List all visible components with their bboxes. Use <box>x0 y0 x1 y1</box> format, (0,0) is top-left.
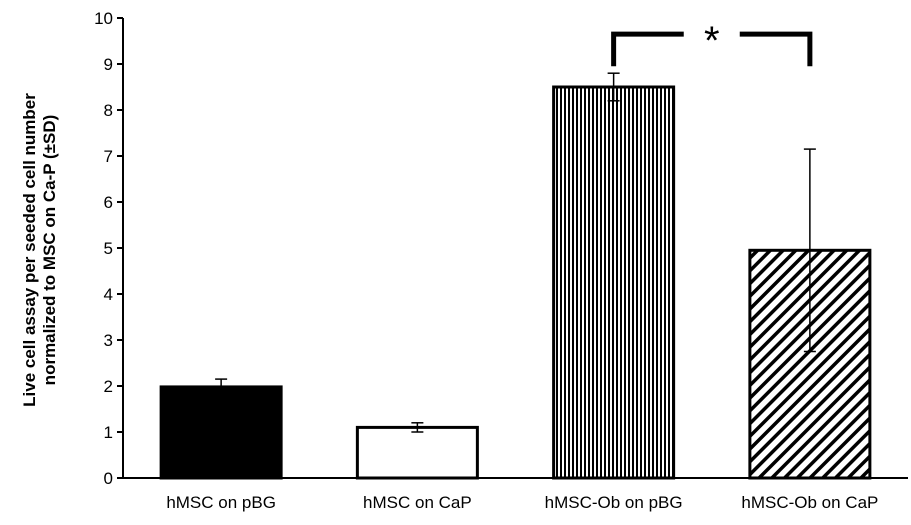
y-tick-label: 5 <box>104 239 113 258</box>
y-axis-title-line-2: normalized to MSC on Ca-P (±SD) <box>40 115 59 386</box>
bar-2 <box>355 425 479 480</box>
x-category-label-1: hMSC on pBG <box>166 493 276 512</box>
y-tick-label: 2 <box>104 377 113 396</box>
bar-3 <box>552 85 676 480</box>
y-tick-label: 4 <box>104 285 113 304</box>
x-category-label-2: hMSC on CaP <box>363 493 472 512</box>
y-axis-title: Live cell assay per seeded cell number n… <box>20 93 59 407</box>
y-tick-label: 6 <box>104 193 113 212</box>
x-category-label-3: hMSC-Ob on pBG <box>545 493 683 512</box>
significance-asterisk: * <box>704 19 720 63</box>
bracket-right <box>739 31 813 67</box>
y-tick-label: 0 <box>104 469 113 488</box>
x-axis-category-labels: hMSC on pBG hMSC on CaP hMSC-Ob on pBG hMSC… <box>166 493 878 512</box>
y-tick-label: 3 <box>104 331 113 350</box>
x-category-label-4: hMSC-Ob on CaP <box>741 493 878 512</box>
error-bars <box>215 72 816 433</box>
y-tick-label: 1 <box>104 423 113 442</box>
y-tick-label: 9 <box>104 55 113 74</box>
y-axis-ticks: 0 1 2 3 4 5 6 7 8 9 10 <box>94 9 123 488</box>
bar-1 <box>159 385 283 480</box>
y-tick-label: 8 <box>104 101 113 120</box>
y-axis-title-line-1: Live cell assay per seeded cell number <box>20 93 39 407</box>
bracket-left <box>611 31 684 67</box>
bars <box>159 85 872 480</box>
y-tick-label: 10 <box>94 9 113 28</box>
significance-bracket: * <box>611 19 813 67</box>
y-tick-label: 7 <box>104 147 113 166</box>
